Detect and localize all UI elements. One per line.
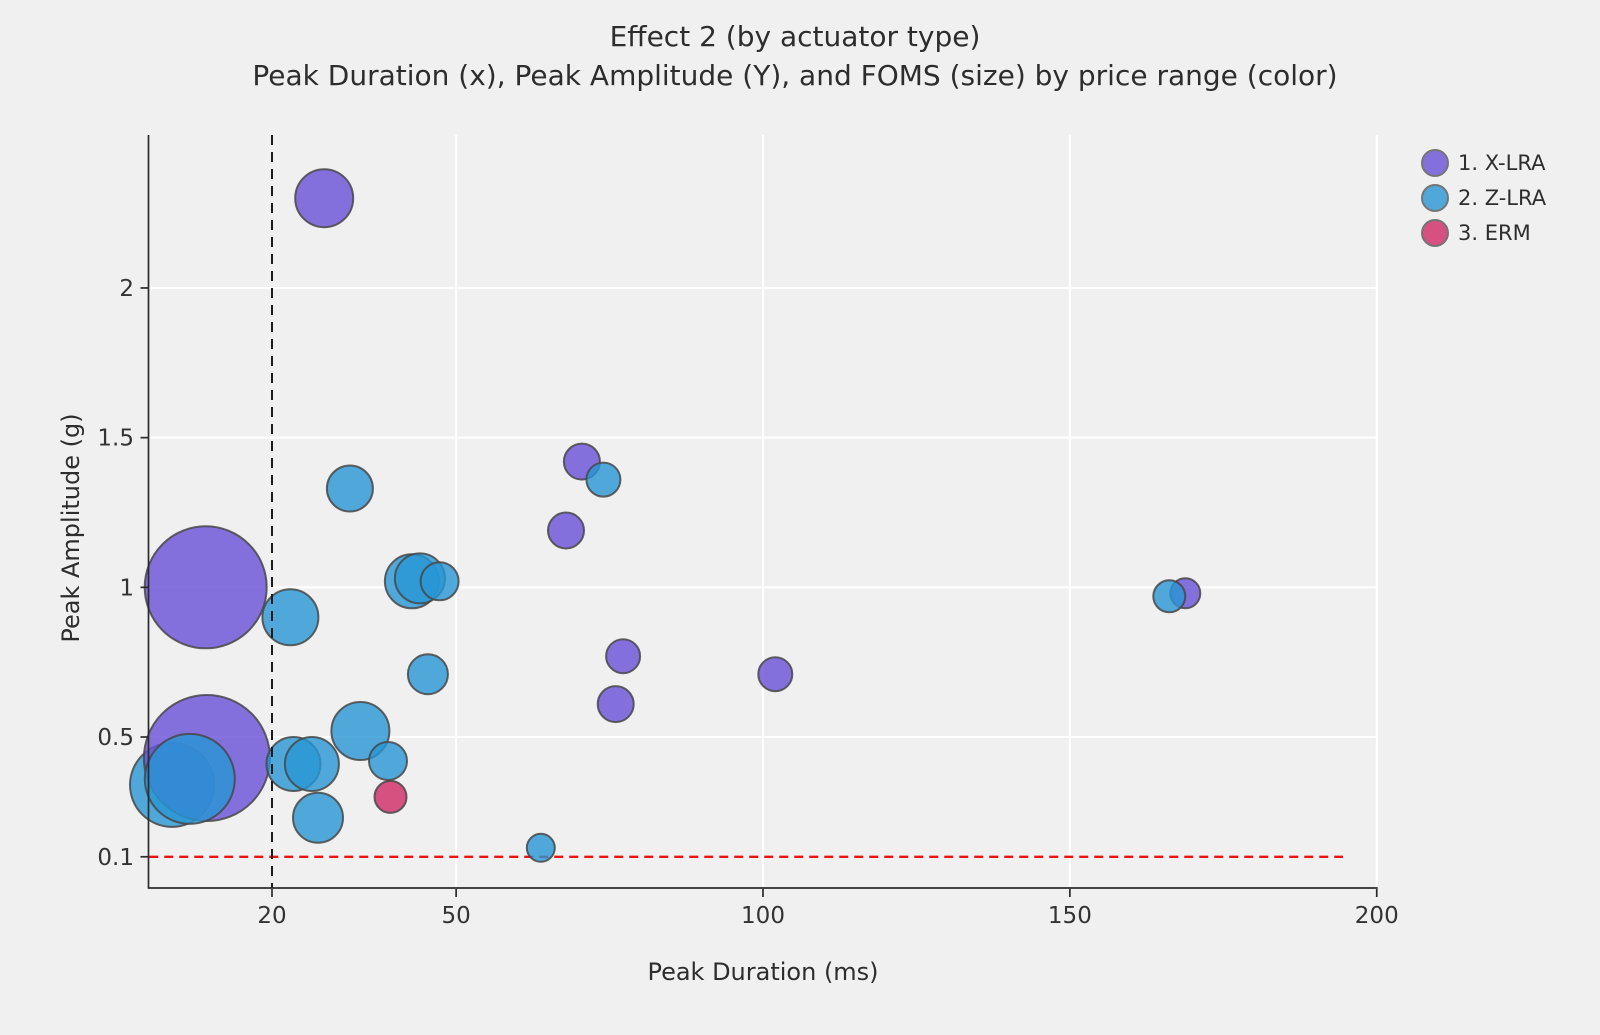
chart-subtitle: Peak Duration (x), Peak Amplitude (Y), a…: [252, 59, 1338, 92]
legend-marker-z-lra-icon: [1421, 184, 1449, 212]
legend: 1. X-LRA 2. Z-LRA 3. ERM: [1421, 149, 1546, 254]
y-tick-label: 1: [119, 575, 134, 601]
x-tick-label: 150: [1048, 903, 1092, 929]
legend-label-x-lra: 1. X-LRA: [1458, 151, 1546, 175]
y-tick-label: 2: [119, 276, 134, 302]
bubble-z-lra[interactable]: [368, 741, 408, 781]
bubble-z-lra[interactable]: [261, 588, 320, 647]
y-tick-label: 0.1: [97, 845, 134, 871]
x-tick-label: 100: [741, 903, 785, 929]
legend-item-erm[interactable]: 3. ERM: [1421, 219, 1546, 247]
legend-marker-x-lra-icon: [1421, 149, 1449, 177]
bubble-z-lra[interactable]: [406, 653, 449, 696]
x-tick-label: 50: [441, 903, 470, 929]
bubble-z-lra[interactable]: [325, 464, 374, 513]
legend-label-z-lra: 2. Z-LRA: [1458, 186, 1547, 210]
x-axis-title: Peak Duration (ms): [647, 958, 879, 986]
bubble-z-lra[interactable]: [292, 791, 344, 844]
x-tick-label: 200: [1355, 903, 1399, 929]
bubble-z-lra[interactable]: [1152, 579, 1187, 614]
bubble-x-lra[interactable]: [547, 511, 585, 550]
bubble-z-lra[interactable]: [585, 461, 622, 498]
bubble-z-lra[interactable]: [419, 561, 460, 602]
legend-item-z-lra[interactable]: 2. Z-LRA: [1421, 184, 1546, 212]
bubble-z-lra[interactable]: [525, 832, 556, 863]
bubble-x-lra[interactable]: [596, 685, 635, 724]
x-tick-label: 20: [257, 903, 286, 929]
bubble-erm[interactable]: [373, 779, 408, 814]
bubble-x-lra[interactable]: [294, 168, 355, 229]
y-tick-label: 1.5: [97, 426, 134, 452]
legend-item-x-lra[interactable]: 1. X-LRA: [1421, 149, 1546, 177]
bubble-z-lra[interactable]: [143, 732, 236, 825]
bubble-x-lra[interactable]: [757, 656, 794, 693]
legend-label-erm: 3. ERM: [1458, 221, 1531, 245]
bubble-x-lra[interactable]: [605, 638, 642, 675]
chart-title: Effect 2 (by actuator type): [609, 20, 981, 53]
bubble-z-lra[interactable]: [283, 736, 340, 792]
y-tick-label: 0.5: [97, 725, 134, 751]
legend-marker-erm-icon: [1421, 219, 1449, 247]
bubble-x-lra[interactable]: [143, 525, 268, 650]
bubble-z-lra[interactable]: [330, 701, 391, 761]
y-axis-title: Peak Amplitude (g): [57, 413, 85, 643]
